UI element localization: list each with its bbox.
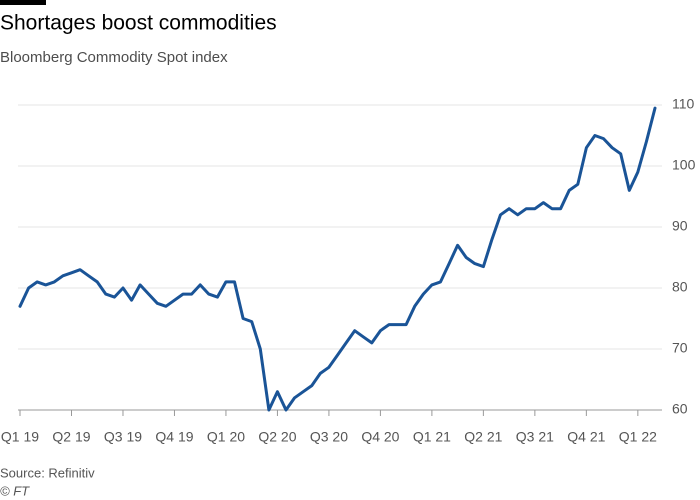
credit: © FT — [0, 483, 30, 498]
x-tick-label: Q1 22 — [619, 429, 657, 445]
chart-subtitle: Bloomberg Commodity Spot index — [0, 49, 228, 66]
y-tick-label: 60 — [672, 401, 688, 417]
x-tick-label: Q2 19 — [52, 429, 90, 445]
source: Source: Refinitiv — [0, 465, 95, 480]
line — [18, 106, 657, 412]
x-tick-label: Q1 19 — [1, 429, 39, 445]
y-tick-label: 70 — [672, 340, 688, 356]
x-tick-label: Q2 21 — [464, 429, 502, 445]
x-tick-label: Q2 20 — [258, 429, 296, 445]
y-tick-label: 80 — [672, 279, 688, 295]
y-tick-label: 90 — [672, 218, 688, 234]
x-tick-label: Q4 19 — [155, 429, 193, 445]
x-tick-label: Q1 21 — [413, 429, 451, 445]
x-tick-label: Q3 21 — [516, 429, 554, 445]
y-tick-label: 110 — [672, 96, 695, 112]
x-tick-label: Q4 20 — [361, 429, 399, 445]
x-tick-label: Q1 20 — [207, 429, 245, 445]
x-tick-label: Q4 21 — [567, 429, 605, 445]
chart-title: Shortages boost commodities — [0, 12, 277, 35]
x-tick-label: Q3 20 — [310, 429, 348, 445]
brand-bar — [0, 0, 46, 5]
x-tick-label: Q3 19 — [104, 429, 142, 445]
y-tick-label: 100 — [672, 157, 696, 173]
